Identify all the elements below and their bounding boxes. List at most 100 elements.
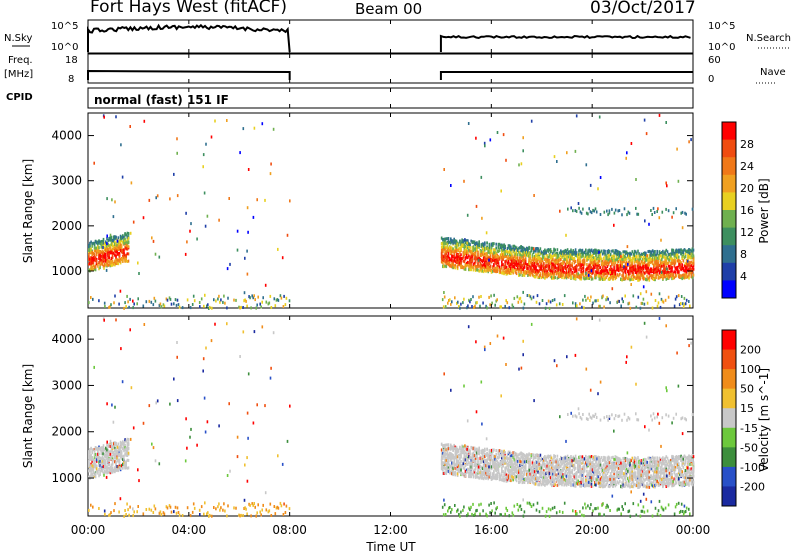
power-point [488,261,491,265]
velocity-point [442,444,444,448]
power-point [512,271,514,275]
power-point [551,257,553,260]
power-point [654,255,656,259]
power-point [196,237,198,241]
power-point [561,303,564,306]
power-point [98,267,100,271]
power-point [115,245,117,249]
power-point [444,254,446,258]
power-point [543,249,545,253]
power-point [544,276,546,280]
power-point [638,261,640,264]
power-point [520,249,522,253]
velocity-point [443,465,445,469]
velocity-point [111,468,114,472]
power-point [103,246,106,250]
power-point [91,251,93,255]
power-point [259,302,261,306]
power-point [600,257,603,261]
power-point [494,258,496,262]
freq-trace-line-2 [439,71,693,80]
power-point [519,267,521,271]
power-point [467,304,469,308]
power-point [684,302,687,306]
power-point [688,273,690,277]
power-point [575,304,577,308]
power-point [101,242,104,245]
power-point [521,264,524,268]
velocity-point [114,460,116,464]
power-point [496,270,499,273]
power-point [631,263,634,267]
velocity-point [111,460,114,464]
power-point [482,250,485,254]
power-point [573,274,576,278]
power-point [637,275,639,279]
power-point [123,306,125,310]
power-point [690,252,693,256]
power-point [624,258,627,262]
velocity-point [95,467,98,471]
power-point [446,249,449,253]
velocity-point [460,468,462,472]
power-point [567,207,569,211]
power-point [628,211,631,215]
velocity-point [123,457,125,461]
power-point [627,210,630,214]
power-point [583,306,585,310]
power-point [152,303,155,307]
power-point [594,275,596,279]
velocity-point [91,463,93,467]
power-point [613,256,615,260]
power-point [552,270,554,274]
power-point [538,256,541,260]
power-point [608,250,611,254]
velocity-point [106,471,108,475]
power-point [484,248,486,252]
power-point [456,265,459,269]
power-point [521,259,524,263]
power-point [240,305,242,309]
power-point [528,261,531,265]
power-point [609,259,612,263]
power-point [615,249,618,253]
power-point [546,257,548,261]
power-point [490,251,493,255]
power-point [465,264,468,268]
power-point [627,262,629,266]
power-point [532,274,535,278]
power-point [487,268,489,272]
power-point [617,250,620,254]
power-point [629,269,631,273]
power-point [487,261,489,265]
power-point [496,298,498,302]
power-point [689,261,691,265]
power-point [99,250,101,254]
power-point [261,300,263,304]
power-point [680,248,682,252]
power-point [623,250,626,254]
power-point [468,268,470,272]
power-point [102,237,105,241]
power-point [629,257,631,261]
power-point [111,261,114,265]
power-point [467,263,469,267]
power-point [99,259,101,263]
power-point [261,122,264,126]
power-point [632,278,635,281]
power-point [524,257,527,261]
power-point [103,264,106,268]
power-point [488,295,490,299]
power-point [687,257,689,260]
power-point [484,144,486,148]
power-point [284,303,287,307]
power-point [529,273,531,276]
power-point [454,245,457,249]
power-point [279,294,282,298]
power-point [509,271,511,275]
power-point [503,247,505,251]
power-point [529,260,531,264]
power-point [106,263,108,266]
power-point [579,265,581,269]
power-point [641,301,644,305]
